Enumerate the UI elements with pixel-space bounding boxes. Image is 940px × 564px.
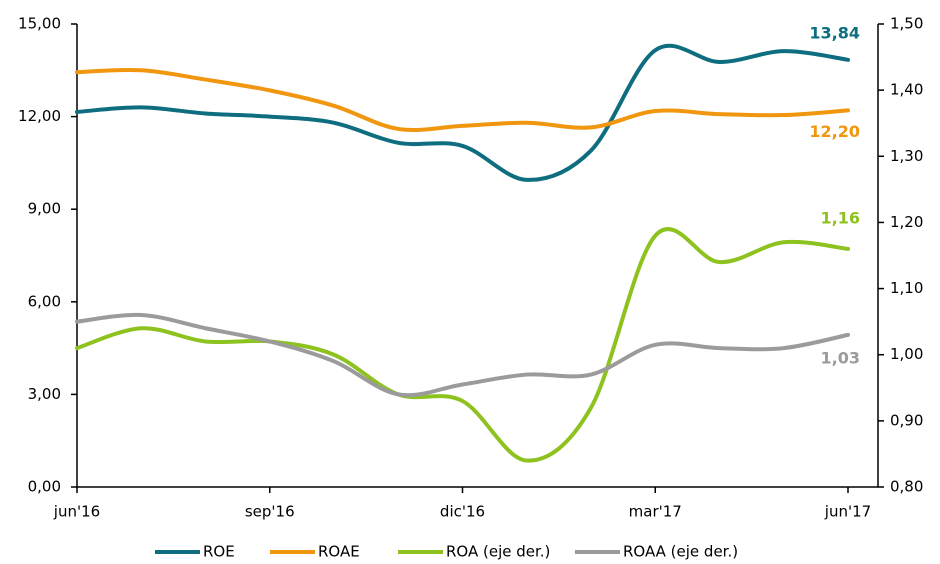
line-series	[75, 68, 850, 133]
y2-tick-label: 1,20	[890, 213, 923, 231]
x-tick-label: jun'16	[53, 503, 100, 521]
y-tick-label: 9,00	[28, 200, 61, 218]
y2-tick-label: 1,50	[890, 15, 923, 33]
value-label: 1,03	[821, 348, 860, 367]
x-tick-label: mar'17	[629, 503, 682, 521]
y-tick-label: 6,00	[28, 292, 61, 310]
line-series	[75, 312, 850, 398]
x-tick-label: sep'16	[245, 503, 295, 521]
legend-label: ROE	[203, 543, 235, 561]
value-label: 13,84	[809, 23, 860, 42]
value-label: 1,16	[821, 208, 860, 227]
y-tick-label: 0,00	[28, 478, 61, 496]
line-series	[75, 43, 850, 182]
y-tick-label: 12,00	[18, 107, 61, 125]
legend-label: ROA (eje der.)	[446, 543, 550, 561]
line-series	[75, 227, 850, 463]
value-label: 12,20	[809, 122, 860, 141]
y-tick-label: 3,00	[28, 385, 61, 403]
y2-tick-label: 0,80	[890, 478, 923, 496]
y2-tick-label: 1,30	[890, 147, 923, 165]
x-tick-label: dic'16	[440, 503, 485, 521]
y-tick-label: 15,00	[18, 15, 61, 33]
legend-label: ROAA (eje der.)	[623, 543, 738, 561]
y2-tick-label: 1,40	[890, 81, 923, 99]
x-tick-label: jun'17	[824, 503, 871, 521]
y2-tick-label: 1,00	[890, 345, 923, 363]
y2-tick-label: 1,10	[890, 279, 923, 297]
y2-tick-label: 0,90	[890, 411, 923, 429]
legend-label: ROAE	[318, 543, 360, 561]
